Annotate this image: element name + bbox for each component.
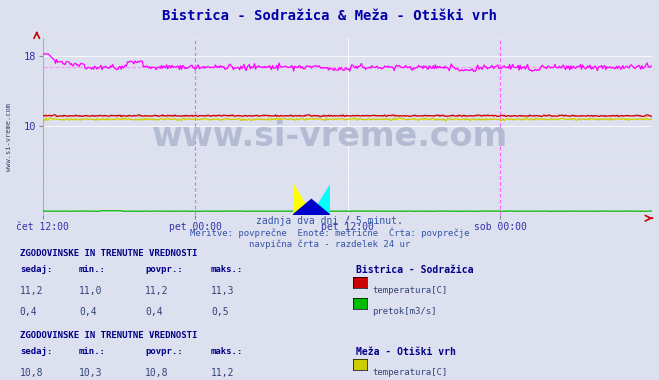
Text: 0,4: 0,4 xyxy=(20,307,38,317)
Text: 10,8: 10,8 xyxy=(20,368,43,378)
Text: 0,5: 0,5 xyxy=(211,307,229,317)
Text: zadnja dva dni / 5 minut.: zadnja dva dni / 5 minut. xyxy=(256,216,403,226)
Text: 0,4: 0,4 xyxy=(145,307,163,317)
Text: Meža - Otiški vrh: Meža - Otiški vrh xyxy=(356,347,456,357)
Text: min.:: min.: xyxy=(79,347,106,356)
Text: 11,3: 11,3 xyxy=(211,286,235,296)
Text: povpr.:: povpr.: xyxy=(145,347,183,356)
Text: 11,2: 11,2 xyxy=(211,368,235,378)
Text: Meritve: povprečne  Enote: metrične  Črta: povprečje: Meritve: povprečne Enote: metrične Črta:… xyxy=(190,228,469,239)
Polygon shape xyxy=(293,184,312,215)
Text: maks.:: maks.: xyxy=(211,265,243,274)
Text: sedaj:: sedaj: xyxy=(20,347,52,356)
Text: ZGODOVINSKE IN TRENUTNE VREDNOSTI: ZGODOVINSKE IN TRENUTNE VREDNOSTI xyxy=(20,331,197,340)
Polygon shape xyxy=(293,200,330,215)
Text: 11,0: 11,0 xyxy=(79,286,103,296)
Text: temperatura[C]: temperatura[C] xyxy=(372,368,447,377)
Text: 0,4: 0,4 xyxy=(79,307,97,317)
Text: Bistrica - Sodražica: Bistrica - Sodražica xyxy=(356,265,473,275)
Text: 11,2: 11,2 xyxy=(145,286,169,296)
Text: sedaj:: sedaj: xyxy=(20,265,52,274)
Text: 10,3: 10,3 xyxy=(79,368,103,378)
Text: Bistrica - Sodražica & Meža - Otiški vrh: Bistrica - Sodražica & Meža - Otiški vrh xyxy=(162,10,497,24)
Text: pretok[m3/s]: pretok[m3/s] xyxy=(372,307,437,316)
Text: www.si-vreme.com: www.si-vreme.com xyxy=(5,103,12,171)
Text: ZGODOVINSKE IN TRENUTNE VREDNOSTI: ZGODOVINSKE IN TRENUTNE VREDNOSTI xyxy=(20,249,197,258)
Text: min.:: min.: xyxy=(79,265,106,274)
Text: navpična črta - razdelek 24 ur: navpična črta - razdelek 24 ur xyxy=(249,239,410,249)
Text: povpr.:: povpr.: xyxy=(145,265,183,274)
Text: 11,2: 11,2 xyxy=(20,286,43,296)
Polygon shape xyxy=(312,184,330,215)
Text: temperatura[C]: temperatura[C] xyxy=(372,286,447,295)
Text: 10,8: 10,8 xyxy=(145,368,169,378)
Text: maks.:: maks.: xyxy=(211,347,243,356)
Text: www.si-vreme.com: www.si-vreme.com xyxy=(152,120,507,153)
